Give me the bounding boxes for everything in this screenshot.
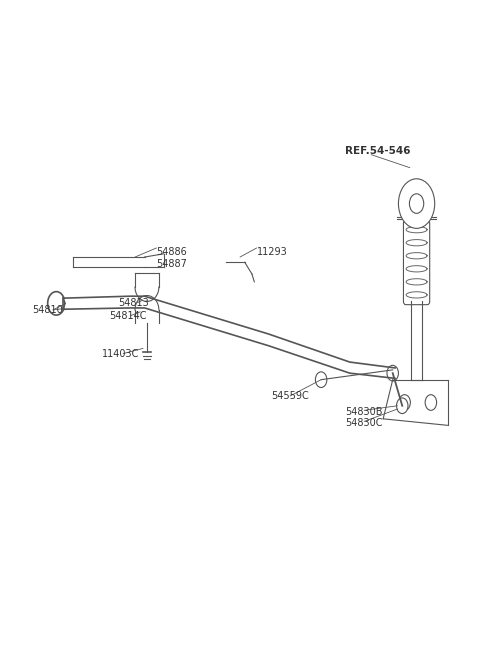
Text: 54830B: 54830B	[345, 407, 383, 417]
Text: 11293: 11293	[257, 248, 288, 257]
Circle shape	[398, 179, 435, 229]
Text: 54830C: 54830C	[345, 419, 383, 428]
Circle shape	[396, 398, 408, 413]
Text: 54887: 54887	[156, 259, 187, 269]
FancyBboxPatch shape	[404, 220, 430, 305]
Text: REF.54-546: REF.54-546	[345, 147, 410, 157]
Circle shape	[399, 395, 410, 410]
Text: 11403C: 11403C	[102, 348, 139, 358]
Circle shape	[387, 365, 398, 381]
Circle shape	[409, 194, 424, 214]
Text: 54810: 54810	[33, 305, 63, 315]
Text: 54813: 54813	[118, 298, 149, 308]
Text: 54886: 54886	[156, 248, 187, 257]
Text: 54814C: 54814C	[109, 310, 146, 321]
Text: 54559C: 54559C	[271, 391, 309, 401]
Circle shape	[315, 372, 327, 388]
Circle shape	[425, 395, 437, 410]
